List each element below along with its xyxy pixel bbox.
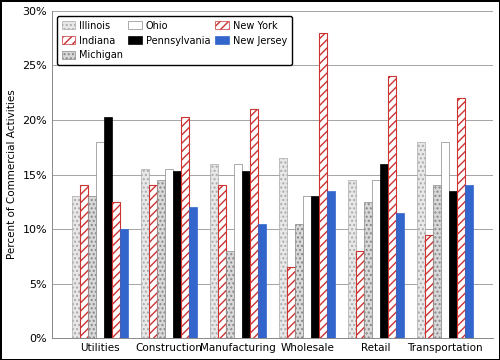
Bar xyxy=(189,207,197,338)
Bar xyxy=(418,142,426,338)
Legend: Illinois, Indiana, Michigan, Ohio, Pennsylvania, New York, New Jersey: Illinois, Indiana, Michigan, Ohio, Penns… xyxy=(57,16,292,65)
Bar xyxy=(327,191,335,338)
Y-axis label: Percent of Commercial Activities: Percent of Commercial Activities xyxy=(7,90,17,260)
Bar xyxy=(165,169,173,338)
Bar xyxy=(88,197,96,338)
Bar xyxy=(80,185,88,338)
Bar xyxy=(319,33,327,338)
Bar xyxy=(218,185,226,338)
Bar xyxy=(258,224,266,338)
Bar xyxy=(364,202,372,338)
Bar xyxy=(426,235,434,338)
Bar xyxy=(348,180,356,338)
Bar xyxy=(380,164,388,338)
Bar xyxy=(449,191,457,338)
Bar xyxy=(72,197,80,338)
Bar xyxy=(356,251,364,338)
Bar xyxy=(210,164,218,338)
Bar xyxy=(149,185,157,338)
Bar xyxy=(96,142,104,338)
Bar xyxy=(441,142,449,338)
Bar xyxy=(120,229,128,338)
Bar xyxy=(311,197,319,338)
Bar xyxy=(388,76,396,338)
Bar xyxy=(157,180,165,338)
Bar xyxy=(372,180,380,338)
Bar xyxy=(234,164,242,338)
Bar xyxy=(250,109,258,338)
Bar xyxy=(173,171,181,338)
Bar xyxy=(303,197,311,338)
Bar xyxy=(465,185,473,338)
Bar xyxy=(288,267,295,338)
Bar xyxy=(434,185,441,338)
Bar xyxy=(104,117,112,338)
Bar xyxy=(226,251,234,338)
Bar xyxy=(457,98,465,338)
Bar xyxy=(242,171,250,338)
Bar xyxy=(181,117,189,338)
Bar xyxy=(141,169,149,338)
Bar xyxy=(295,224,303,338)
Bar xyxy=(280,158,287,338)
Bar xyxy=(396,213,404,338)
Bar xyxy=(112,202,120,338)
